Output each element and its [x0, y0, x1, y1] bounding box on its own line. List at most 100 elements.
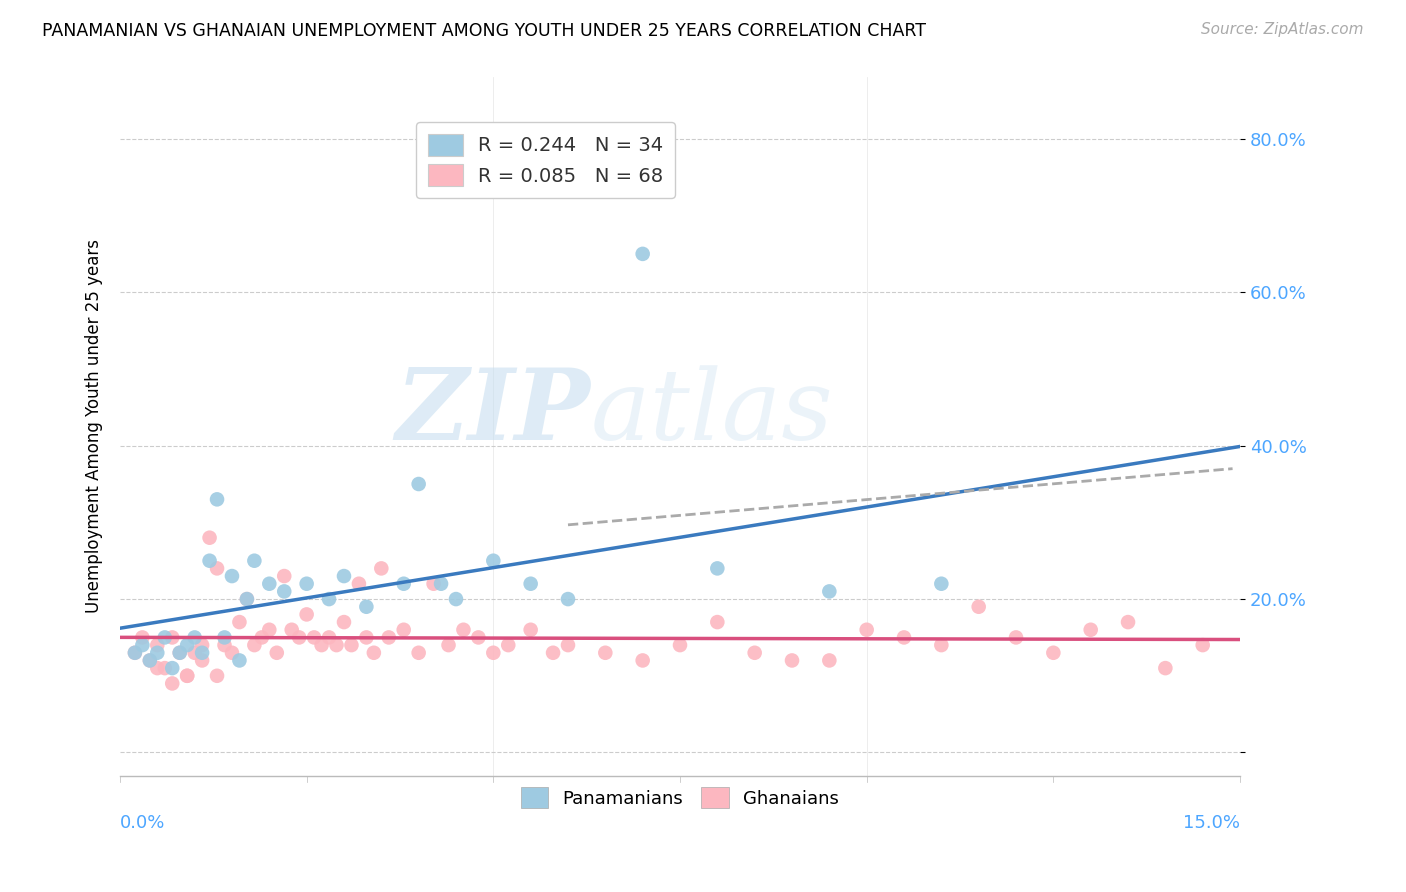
Point [146, 638, 169, 652]
Point [356, 631, 378, 645]
Point [139, 653, 162, 667]
Point [176, 638, 198, 652]
Point [146, 646, 169, 660]
Point [250, 631, 273, 645]
Point [370, 561, 392, 575]
Point [243, 554, 266, 568]
Point [131, 631, 153, 645]
Point [169, 646, 191, 660]
Text: ZIP: ZIP [395, 364, 591, 461]
Point [236, 592, 259, 607]
Point [706, 561, 728, 575]
Legend: Panamanians, Ghanaians: Panamanians, Ghanaians [515, 780, 846, 815]
Point [153, 631, 176, 645]
Point [191, 638, 214, 652]
Text: 0.0%: 0.0% [120, 814, 166, 832]
Point [221, 569, 243, 583]
Point [311, 638, 333, 652]
Text: Source: ZipAtlas.com: Source: ZipAtlas.com [1201, 22, 1364, 37]
Point [205, 669, 228, 683]
Point [228, 615, 250, 629]
Point [259, 623, 281, 637]
Point [205, 561, 228, 575]
Point [198, 554, 221, 568]
Point [392, 576, 415, 591]
Point [430, 576, 453, 591]
Point [1042, 646, 1064, 660]
Point [162, 631, 184, 645]
Point [295, 607, 318, 622]
Point [595, 646, 617, 660]
Point [541, 646, 564, 660]
Point [780, 653, 803, 667]
Point [392, 623, 415, 637]
Point [557, 592, 579, 607]
Point [318, 631, 340, 645]
Point [1005, 631, 1028, 645]
Point [340, 638, 363, 652]
Point [744, 646, 766, 660]
Point [631, 247, 654, 261]
Point [855, 623, 877, 637]
Point [214, 631, 236, 645]
Point [266, 646, 288, 660]
Point [273, 584, 295, 599]
Text: 15.0%: 15.0% [1182, 814, 1240, 832]
Point [162, 661, 184, 675]
Point [347, 576, 370, 591]
Point [631, 653, 654, 667]
Text: atlas: atlas [591, 365, 834, 460]
Point [818, 584, 841, 599]
Point [139, 653, 162, 667]
Point [124, 646, 146, 660]
Point [221, 646, 243, 660]
Point [124, 646, 146, 660]
Point [669, 638, 692, 652]
Point [437, 638, 460, 652]
Point [176, 669, 198, 683]
Point [146, 661, 169, 675]
Point [931, 576, 953, 591]
Point [931, 638, 953, 652]
Point [191, 653, 214, 667]
Point [325, 638, 347, 652]
Point [318, 592, 340, 607]
Point [131, 638, 153, 652]
Point [205, 492, 228, 507]
Point [1154, 661, 1177, 675]
Point [967, 599, 990, 614]
Point [482, 646, 505, 660]
Point [557, 638, 579, 652]
Point [893, 631, 915, 645]
Point [706, 615, 728, 629]
Point [288, 631, 311, 645]
Point [191, 646, 214, 660]
Point [444, 592, 467, 607]
Point [333, 569, 356, 583]
Point [408, 477, 430, 491]
Point [214, 638, 236, 652]
Point [280, 623, 302, 637]
Point [228, 653, 250, 667]
Point [363, 646, 385, 660]
Point [176, 669, 198, 683]
Point [1191, 638, 1213, 652]
Point [236, 592, 259, 607]
Point [1116, 615, 1139, 629]
Point [378, 631, 401, 645]
Point [1080, 623, 1102, 637]
Point [259, 576, 281, 591]
Point [183, 631, 205, 645]
Point [496, 638, 519, 652]
Point [482, 554, 505, 568]
Point [153, 661, 176, 675]
Point [422, 576, 444, 591]
Point [408, 646, 430, 660]
Point [519, 576, 541, 591]
Point [162, 676, 184, 690]
Point [302, 631, 325, 645]
Point [356, 599, 378, 614]
Point [295, 576, 318, 591]
Point [519, 623, 541, 637]
Text: PANAMANIAN VS GHANAIAN UNEMPLOYMENT AMONG YOUTH UNDER 25 YEARS CORRELATION CHART: PANAMANIAN VS GHANAIAN UNEMPLOYMENT AMON… [42, 22, 927, 40]
